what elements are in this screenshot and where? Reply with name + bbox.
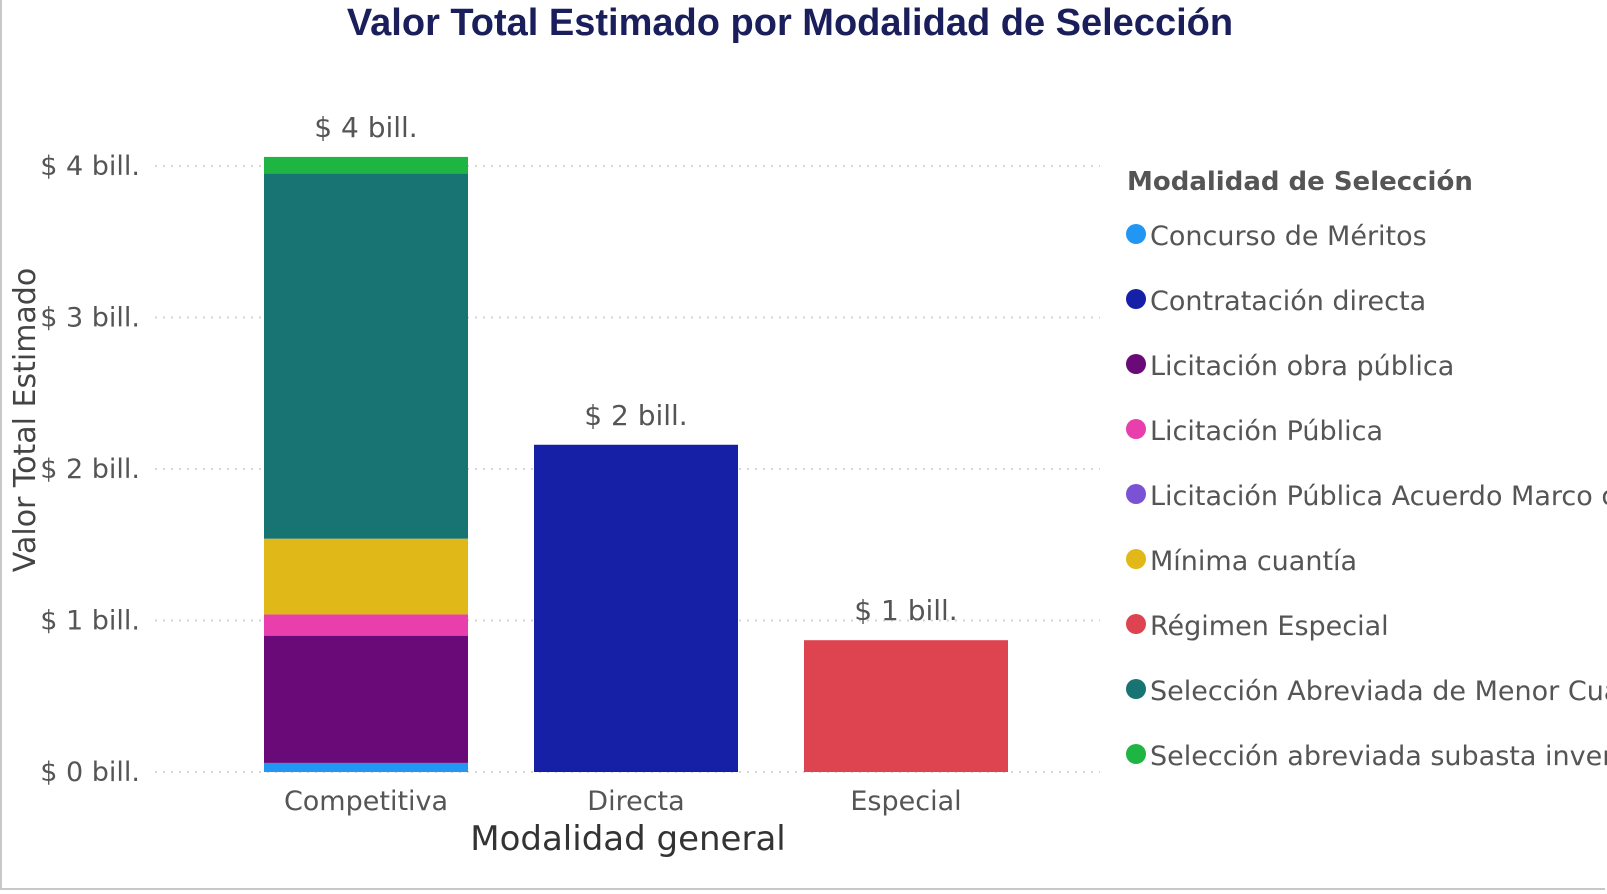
legend-item[interactable]: Licitación obra pública	[1150, 351, 1454, 382]
legend-marker	[1126, 419, 1146, 439]
legend-marker	[1126, 484, 1146, 504]
legend-item[interactable]: Concurso de Méritos	[1150, 221, 1427, 252]
data-label: $ 1 bill.	[854, 594, 957, 627]
legend-marker	[1126, 354, 1146, 374]
chart-title: Valor Total Estimado por Modalidad de Se…	[347, 2, 1233, 44]
y-tick-label: $ 0 bill.	[40, 757, 140, 788]
bar-segment[interactable]	[264, 173, 468, 539]
legend-item[interactable]: Contratación directa	[1150, 286, 1426, 317]
bar-segment[interactable]	[804, 640, 1008, 772]
data-labels: $ 4 bill. $ 2 bill. $ 1 bill.	[314, 111, 957, 627]
y-tick-label: $ 3 bill.	[40, 303, 140, 334]
legend-marker	[1126, 224, 1146, 244]
bars	[264, 156, 1008, 772]
x-tick-label: Directa	[587, 786, 684, 817]
legend-marker	[1126, 679, 1146, 699]
legend: Concurso de Méritos Contratación directa L…	[1126, 221, 1607, 772]
legend-marker	[1126, 549, 1146, 569]
legend-item[interactable]: Selección abreviada subasta inversa	[1150, 741, 1607, 772]
y-tick-label: $ 4 bill.	[40, 151, 140, 182]
legend-item[interactable]: Licitación Pública	[1150, 416, 1383, 447]
y-tick-label: $ 1 bill.	[40, 606, 140, 637]
y-tick-label: $ 2 bill.	[40, 454, 140, 485]
bar-segment[interactable]	[264, 614, 468, 636]
bar-segment[interactable]	[264, 635, 468, 763]
bar-segment[interactable]	[264, 762, 468, 772]
legend-item[interactable]: Mínima cuantía	[1150, 546, 1357, 577]
x-axis-ticks: Competitiva Directa Especial	[284, 786, 962, 817]
legend-marker	[1126, 289, 1146, 309]
bar-segment[interactable]	[534, 444, 738, 772]
legend-marker	[1126, 614, 1146, 634]
y-axis-ticks: $ 0 bill. $ 1 bill. $ 2 bill. $ 3 bill. $ 4 …	[40, 151, 140, 788]
legend-title: Modalidad de Selección	[1127, 167, 1473, 197]
y-axis-label: Valor Total Estimado	[8, 268, 43, 572]
x-tick-label: Competitiva	[284, 786, 448, 817]
x-tick-label: Especial	[850, 786, 961, 817]
x-axis-label: Modalidad general	[470, 819, 785, 859]
legend-item[interactable]: Selección Abreviada de Menor Cuantía	[1150, 676, 1607, 707]
bar-segment[interactable]	[264, 538, 468, 615]
data-label: $ 2 bill.	[584, 399, 687, 432]
legend-item[interactable]: Régimen Especial	[1150, 611, 1389, 642]
legend-item[interactable]: Licitación Pública Acuerdo Marco de P...	[1150, 481, 1607, 512]
bar-segment[interactable]	[264, 156, 468, 174]
legend-marker	[1126, 744, 1146, 764]
data-label: $ 4 bill.	[314, 111, 417, 144]
